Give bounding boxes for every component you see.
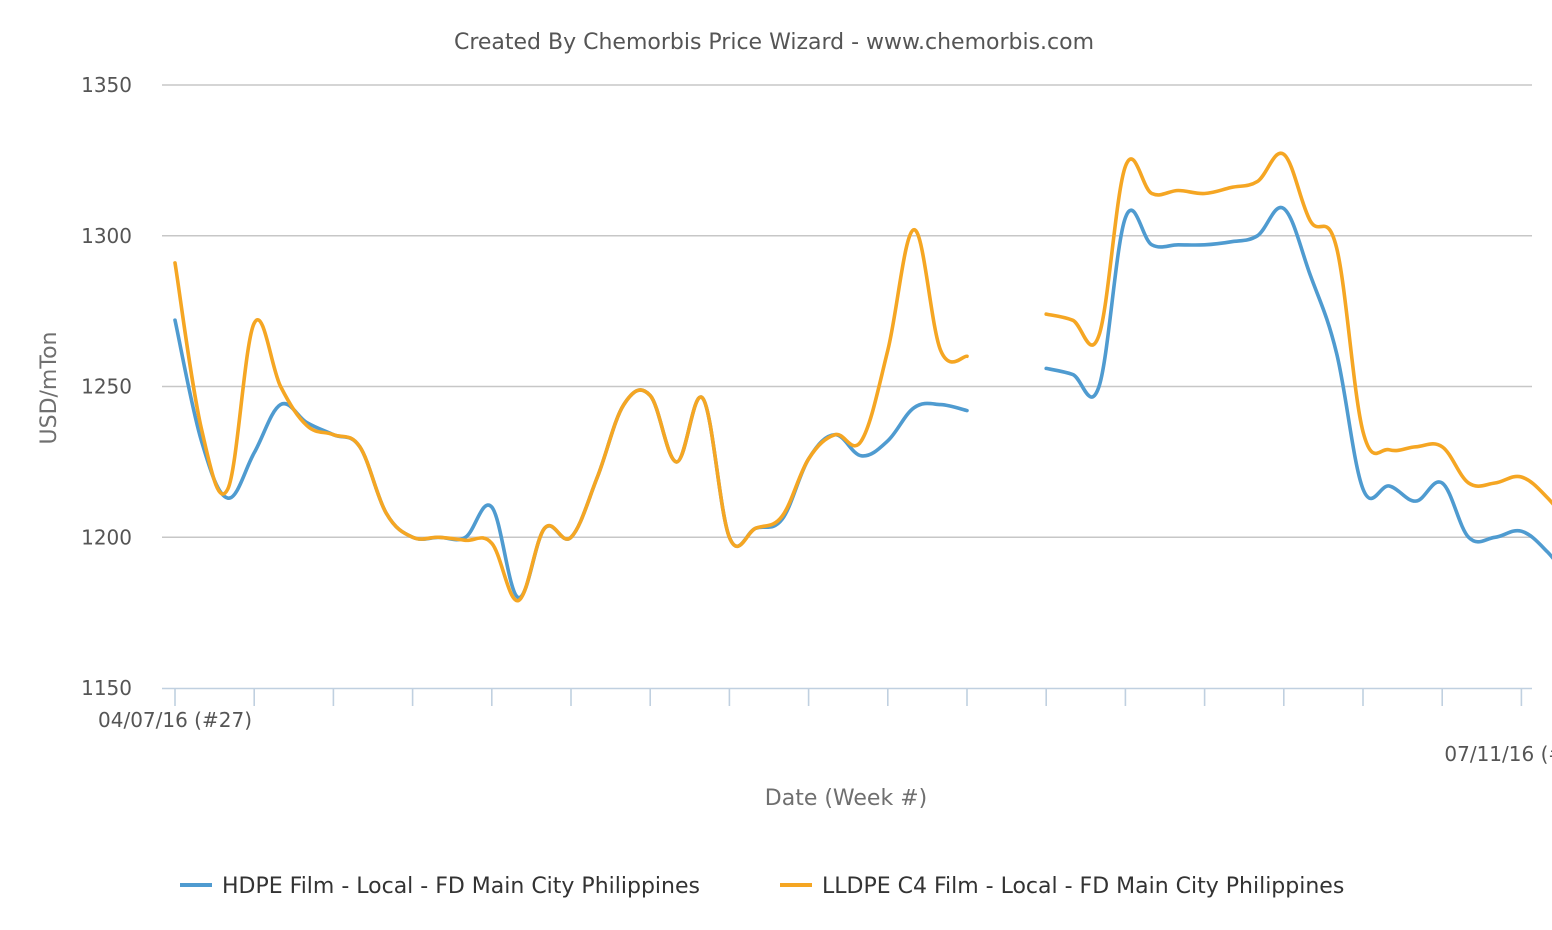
series-line-hdpe-segment-2 xyxy=(1044,205,1552,560)
series-lines xyxy=(173,151,1552,603)
y-tick-label: 1250 xyxy=(81,375,132,399)
gridlines xyxy=(162,84,1532,539)
y-tick-label: 1300 xyxy=(81,224,132,248)
legend-label-hdpe: HDPE Film - Local - FD Main City Philipp… xyxy=(222,874,700,899)
x-axis-title: Date (Week #) xyxy=(765,786,927,811)
legend-item-lldpe[interactable]: LLDPE C4 Film - Local - FD Main City Phi… xyxy=(780,874,1344,899)
y-axis-ticks: 1150 1200 1250 1300 1350 xyxy=(81,73,132,700)
legend-item-hdpe[interactable]: HDPE Film - Local - FD Main City Philipp… xyxy=(180,874,700,899)
y-axis-title: USD/mTon xyxy=(37,332,62,445)
legend-label-lldpe: LLDPE C4 Film - Local - FD Main City Phi… xyxy=(822,874,1344,899)
x-axis-ticks xyxy=(174,688,1523,706)
series-line-lldpe-segment-1 xyxy=(173,227,969,603)
series-line-lldpe-segment-2 xyxy=(1044,151,1552,506)
series-line-hdpe-segment-1 xyxy=(173,318,969,600)
legend: HDPE Film - Local - FD Main City Philipp… xyxy=(180,874,1344,899)
y-tick-label: 1350 xyxy=(81,73,132,97)
y-tick-label: 1150 xyxy=(81,676,132,700)
y-tick-label: 1200 xyxy=(81,525,132,549)
chart-title: Created By Chemorbis Price Wizard - www.… xyxy=(454,30,1094,55)
x-axis-tick-labels: 04/07/16 (#27)07/11/16 (#45)13/03/17 (#1… xyxy=(98,708,1552,766)
x-tick-label: 07/11/16 (#45) xyxy=(1444,742,1552,766)
x-tick-label: 04/07/16 (#27) xyxy=(98,708,252,732)
